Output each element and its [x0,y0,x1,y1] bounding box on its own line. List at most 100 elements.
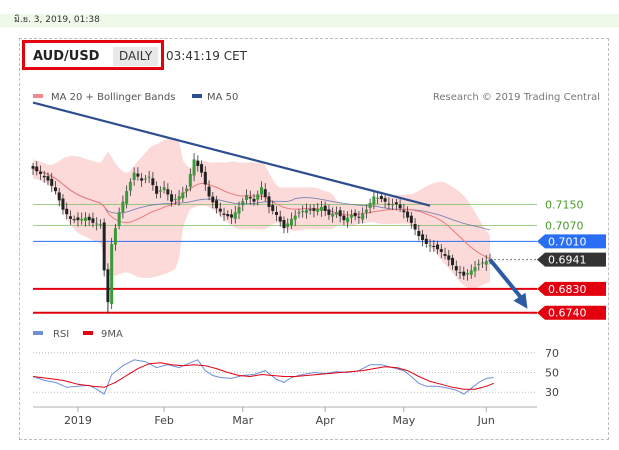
candle-body [68,216,72,219]
level-label-4: 0.6830 [548,283,587,296]
candle-body [173,199,177,201]
rsi-level-label-2: 30 [545,386,559,399]
candle-body [402,210,406,213]
candle-body [286,223,290,227]
candle-body [192,159,196,176]
candle-body [61,198,65,210]
ma9-line [32,362,494,390]
candle-body [473,267,477,272]
candle-body [409,215,413,223]
candle-body [132,172,136,180]
pair-label: AUD/USD [33,49,100,64]
candle-body [481,262,485,264]
candle-body [436,244,440,250]
candle-body [413,224,417,230]
candle-body [170,194,174,202]
ma9-legend-swatch [83,331,93,335]
candle-body [98,224,102,226]
x-tick-label-0: 2019 [64,414,92,427]
candle-body [252,198,256,202]
candle-body [346,217,350,223]
candle-body [166,189,170,195]
candle-body [293,215,297,220]
candle-body [117,212,121,227]
candle-body [226,214,230,217]
x-tick-label-1: Feb [154,414,173,427]
forecast-arrow-shaft [488,258,527,304]
candle-body [155,186,159,194]
candle-body [125,191,129,204]
candle-body [38,171,42,174]
candle-body [271,205,275,211]
candle-body [57,192,61,201]
ma9-legend-label: 9MA [101,329,123,340]
candle-body [394,202,398,205]
candle-body [181,192,185,199]
candle-body [432,245,436,247]
rsi-level-label-0: 70 [545,347,559,360]
candle-body [304,209,308,214]
candle-body [338,210,342,217]
candle-body [376,197,380,199]
candle-body [237,206,241,214]
level-label-5: 0.6740 [548,307,587,320]
candle-body [95,223,99,225]
candle-body [484,261,488,265]
candle-body [196,160,200,167]
level-label-1: 0.7070 [545,219,584,232]
rsi-line [32,359,494,395]
candle-body [185,188,189,192]
candle-body [361,213,365,220]
candle-body [353,212,357,217]
candle-body [136,173,140,177]
candle-body [316,208,320,212]
candle-body [406,211,410,218]
candle-body [451,257,455,266]
candle-body [121,201,125,213]
candle-body [469,270,473,275]
candle-body [289,218,293,226]
candle-body [106,269,110,303]
candle-body [421,234,425,241]
candle-body [312,208,316,211]
candle-body [417,231,421,237]
candle-body [383,198,387,202]
candle-body [364,209,368,213]
timeframe-badge[interactable]: DAILY [113,47,159,66]
rsi-legend-label: RSI [53,329,69,340]
candle-body [158,190,162,192]
candle-body [42,175,46,178]
x-tick-label-5: Jun [477,414,495,427]
candle-body [110,243,114,305]
x-tick-label-3: Apr [316,414,336,427]
candle-body [308,209,312,211]
candle-body [151,178,155,186]
candle-body [207,186,211,197]
candle-body [80,218,84,221]
candle-body [211,196,215,203]
candle-body [203,171,207,185]
candle-body [263,189,267,198]
candle-body [87,216,91,221]
candle-body [282,219,286,229]
candle-body [428,245,432,247]
candle-body [147,176,151,178]
candle-body [102,222,106,271]
candle-body [458,272,462,274]
x-tick-label-2: Mar [232,414,253,427]
forecast-arrow-head [513,292,528,309]
candle-body [113,228,117,245]
candle-body [200,164,204,173]
candle-body [31,166,35,169]
candle-body [35,166,39,172]
candle-body [342,215,346,221]
candle-body [177,196,181,200]
candle-body [278,216,282,222]
candle-body [230,214,234,218]
candle-body [424,238,428,244]
candle-body [72,219,76,221]
candle-body [319,206,323,211]
candle-body [91,218,95,223]
candle-body [439,249,443,252]
ma50-legend-swatch [192,94,202,98]
